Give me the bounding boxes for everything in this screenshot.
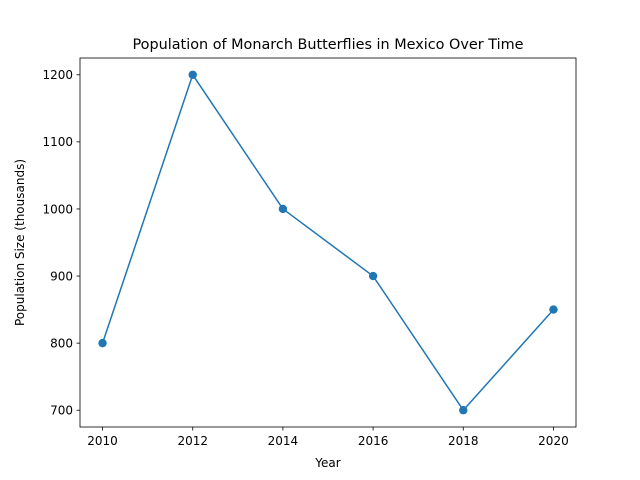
data-point: [368, 271, 378, 281]
y-tick-label: 1000: [42, 202, 73, 216]
y-tick-label: 900: [50, 269, 73, 283]
series-layer: [98, 70, 558, 415]
plot-frame: [79, 57, 577, 428]
y-axis-label: Population Size (thousands): [13, 159, 27, 326]
x-axis-ticks: 2010 2012 2014 2016 2018 2020: [87, 427, 569, 448]
data-point: [278, 204, 288, 214]
y-tick-label: 1100: [42, 135, 73, 149]
x-tick-label: 2018: [448, 434, 479, 448]
chart-title: Population of Monarch Butterflies in Mex…: [133, 37, 524, 53]
y-axis-ticks: 700 800 900 1000 1100 1200: [42, 68, 80, 418]
data-point: [98, 338, 107, 348]
x-tick-label: 2016: [358, 434, 389, 448]
x-tick-label: 2020: [538, 434, 569, 448]
x-axis-label: Year: [314, 456, 340, 470]
series-line: [101, 74, 555, 411]
data-point: [459, 406, 468, 415]
data-point: [188, 70, 197, 79]
y-tick-label: 700: [50, 404, 73, 418]
x-tick-label: 2012: [177, 434, 208, 448]
y-tick-label: 800: [50, 336, 73, 350]
y-tick-label: 1200: [42, 68, 73, 82]
data-point: [549, 305, 558, 314]
x-tick-label: 2010: [87, 434, 118, 448]
x-tick-label: 2014: [268, 434, 299, 448]
